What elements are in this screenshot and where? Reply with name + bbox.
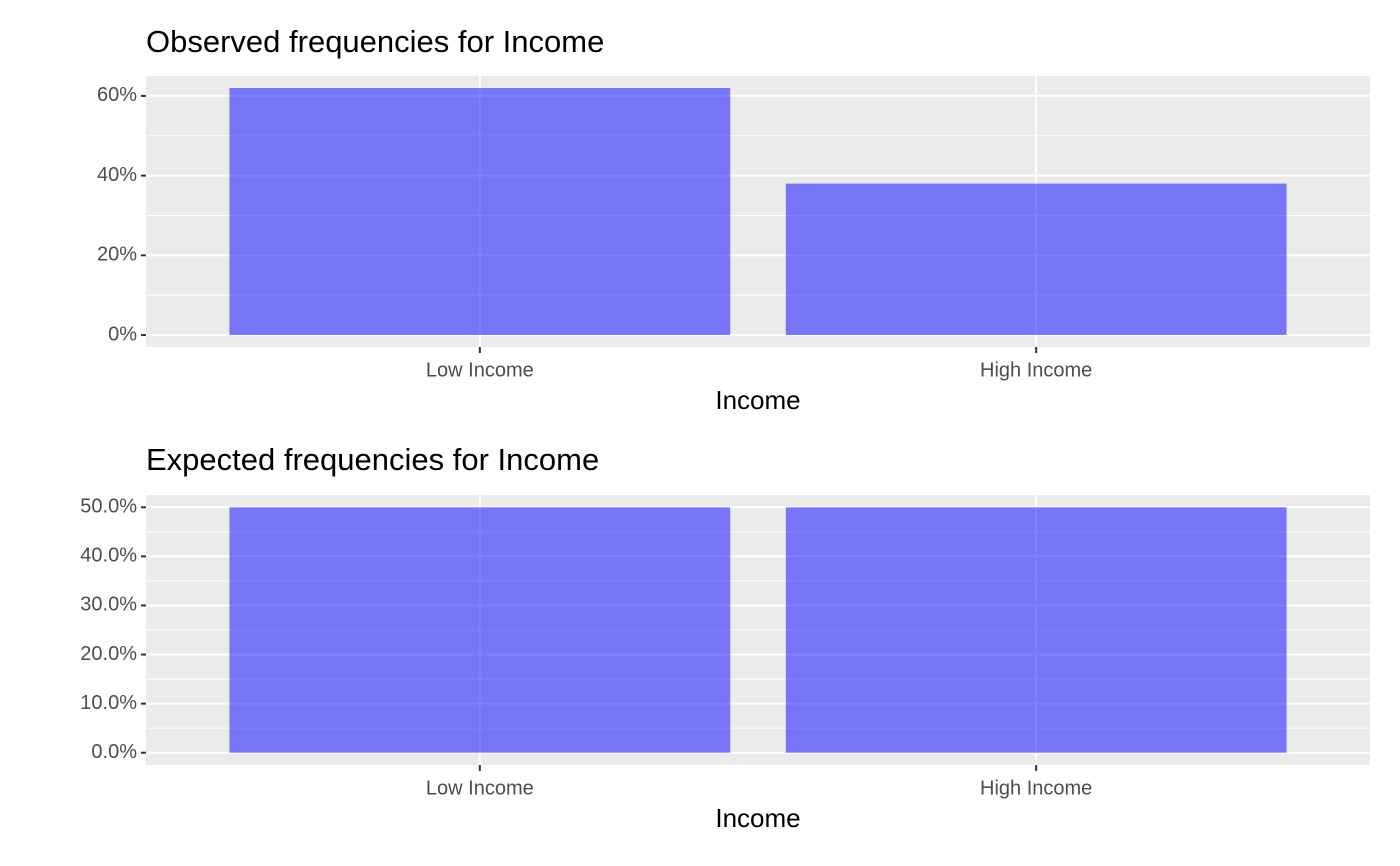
y-tick-label: 20%	[97, 244, 137, 266]
y-tick-label: 0.0%	[91, 741, 137, 763]
bar	[785, 183, 1287, 336]
x-tick-label: Low Income	[426, 777, 534, 799]
x-tick-label: High Income	[980, 777, 1092, 799]
bar	[229, 507, 731, 753]
y-tick-label: 10.0%	[80, 692, 137, 714]
y-tick-label: 50.0%	[80, 496, 137, 518]
x-tick-label: Low Income	[426, 359, 534, 381]
y-tick-label: 30.0%	[80, 594, 137, 616]
chart-title: Expected frequencies for Income	[146, 442, 599, 477]
y-tick-label: 40%	[97, 164, 137, 186]
chart-title: Observed frequencies for Income	[146, 24, 604, 59]
y-tick-label: 60%	[97, 84, 137, 106]
x-axis-title: Income	[715, 385, 800, 415]
bar	[229, 87, 731, 336]
y-tick-label: 20.0%	[80, 643, 137, 665]
x-axis-title: Income	[715, 803, 800, 833]
bar	[785, 507, 1287, 753]
y-tick-label: 40.0%	[80, 545, 137, 567]
x-tick-label: High Income	[980, 359, 1092, 381]
y-tick-label: 0%	[108, 323, 137, 345]
